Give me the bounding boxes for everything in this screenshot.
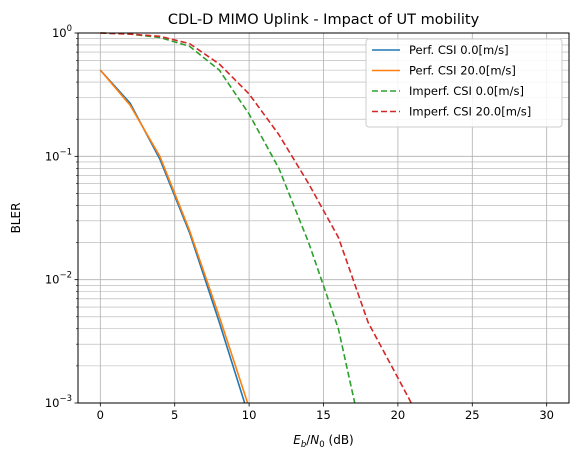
y-tick-base: 10 — [45, 273, 60, 287]
series-line — [100, 32, 356, 404]
x-tick-label: 0 — [97, 408, 104, 422]
x-tick-label: 5 — [171, 408, 178, 422]
y-tick-exponent: −1 — [59, 147, 72, 157]
chart-title: CDL-D MIMO Uplink - Impact of UT mobilit… — [168, 12, 480, 28]
x-tick-label: 10 — [242, 408, 257, 422]
y-tick-exponent: −3 — [59, 394, 72, 404]
legend: Perf. CSI 0.0[m/s] Perf. CSI 20.0[m/s] Imp… — [365, 38, 563, 128]
y-tick-exponent: −2 — [59, 271, 72, 281]
x-tick-label: 25 — [465, 408, 480, 422]
x-tick-label: 30 — [539, 408, 554, 422]
y-tick-label: 10−1 — [45, 147, 72, 163]
legend-label: Imperf. CSI 0.0[m/s] — [409, 84, 524, 98]
x-tick-label: 15 — [316, 408, 331, 422]
series-line — [99, 69, 246, 404]
y-tick-exponent: 0 — [67, 24, 72, 34]
legend-label: Perf. CSI 0.0[m/s] — [409, 43, 509, 57]
series-lines — [99, 32, 412, 404]
y-tick-base: 10 — [52, 26, 67, 40]
y-tick-base: 10 — [45, 396, 60, 410]
series-line — [100, 32, 412, 404]
y-axis-label: BLER — [9, 203, 23, 234]
legend-label: Perf. CSI 20.0[m/s] — [409, 64, 516, 78]
y-tick-label: 10−3 — [45, 394, 72, 410]
y-tick-base: 10 — [45, 149, 60, 163]
series-line — [99, 69, 249, 404]
x-axis-label: Eb/N0 (dB) — [293, 433, 353, 450]
legend-label: Imperf. CSI 20.0[m/s] — [409, 105, 531, 119]
y-tick-label: 10−2 — [45, 271, 72, 287]
x-tick-label: 20 — [391, 408, 406, 422]
legend-box — [365, 38, 563, 128]
y-tick-label: 100 — [52, 24, 72, 40]
